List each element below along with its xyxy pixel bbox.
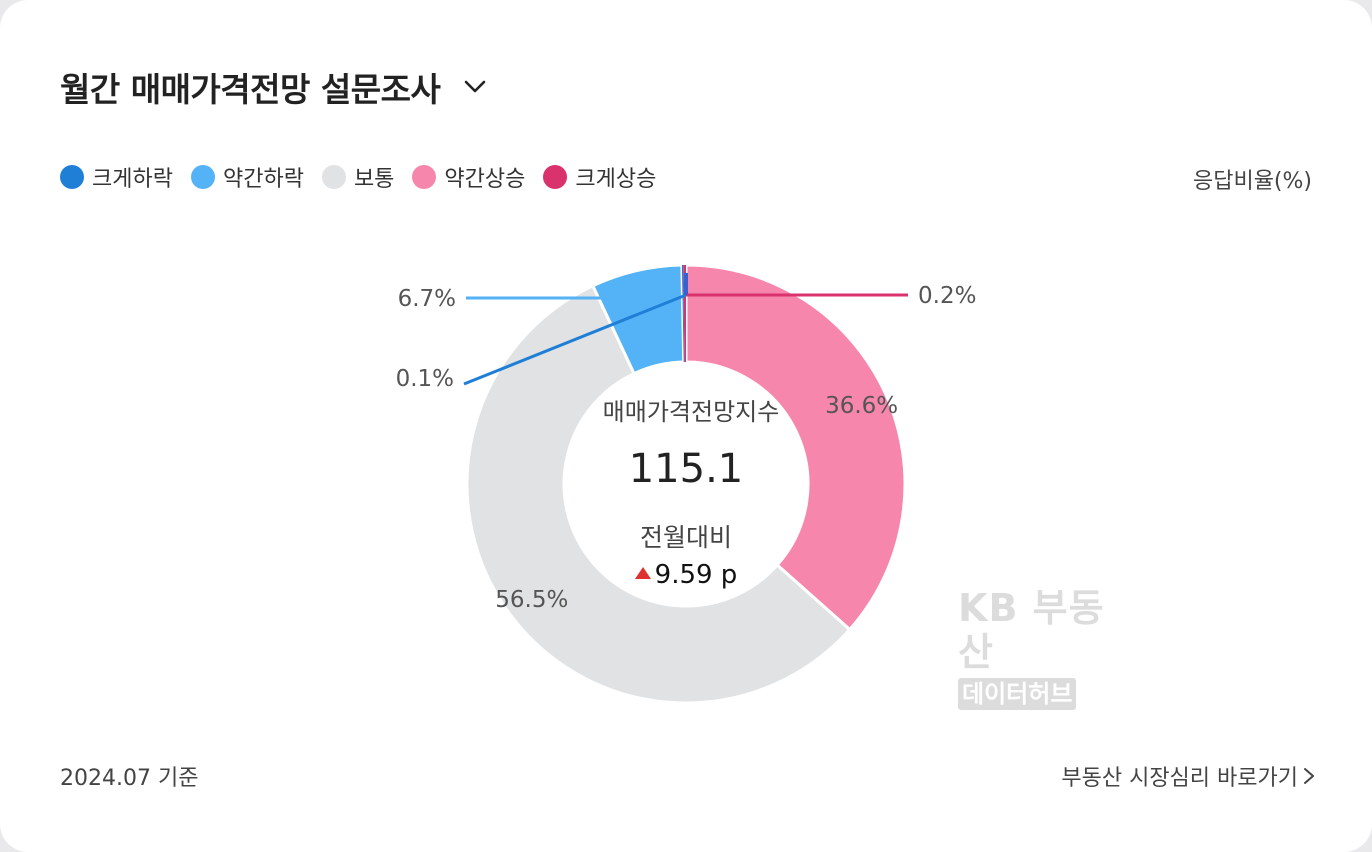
page-title: 월간 매매가격전망 설문조사: [60, 70, 441, 109]
legend-dot: [412, 165, 437, 189]
chart-legend: 크게하락 약간하락 보통 약간상승 크게상승: [60, 160, 674, 194]
data-label-4: 0.2%: [918, 283, 976, 309]
legend-dot: [60, 165, 84, 189]
slice-2[interactable]: [590, 263, 686, 376]
legend-label: 보통: [353, 167, 395, 192]
slice-1[interactable]: [465, 283, 852, 705]
center-label: 매매가격전망지수: [602, 398, 780, 426]
legend-dot: [543, 165, 568, 189]
up-arrow-icon: [634, 567, 651, 579]
data-label-3: 0.1%: [396, 366, 454, 392]
center-sub-label: 전월대비: [639, 523, 732, 552]
leader-line-3: [463, 293, 687, 386]
link-label: 부동산 시장심리 바로가기: [1061, 766, 1298, 791]
market-sentiment-link[interactable]: 부동산 시장심리 바로가기: [1061, 760, 1316, 792]
unit-label: 응답비율(%): [1192, 169, 1312, 194]
legend-label: 약간하락: [222, 167, 304, 192]
legend-label: 약간상승: [444, 167, 526, 192]
center-change: 9.59 p: [586, 560, 786, 590]
data-label-1: 56.5%: [495, 587, 568, 613]
footer-date: 2024.07 기준: [60, 766, 199, 791]
slice-0[interactable]: [684, 263, 907, 632]
legend-item-big-fall: 크게하락: [60, 161, 173, 193]
tiny-slice-marker: [684, 273, 688, 295]
data-label-2: 6.7%: [398, 286, 456, 312]
legend-label: 크게하락: [92, 167, 173, 192]
kb-watermark: KB 부동산 데이터허브: [958, 586, 1138, 710]
legend-label: 크게상승: [575, 167, 657, 192]
legend-item-slight-fall: 약간하락: [190, 161, 304, 193]
chevron-down-icon[interactable]: [462, 74, 488, 100]
title-dropdown[interactable]: 월간 매매가격전망 설문조사: [60, 62, 488, 112]
slice-3[interactable]: [681, 265, 685, 363]
chevron-right-icon: [1302, 766, 1316, 786]
watermark-line2: 데이터허브: [958, 678, 1077, 710]
change-value: 9.59 p: [654, 560, 738, 590]
legend-dot: [190, 165, 215, 189]
watermark-line1: KB 부동산: [958, 586, 1105, 674]
center-value: 115.1: [628, 446, 744, 492]
data-label-0: 36.6%: [825, 393, 898, 419]
legend-item-big-rise: 크게상승: [543, 161, 656, 193]
legend-item-neutral: 보통: [321, 161, 395, 193]
legend-item-slight-rise: 약간상승: [412, 161, 525, 193]
legend-dot: [321, 165, 346, 189]
